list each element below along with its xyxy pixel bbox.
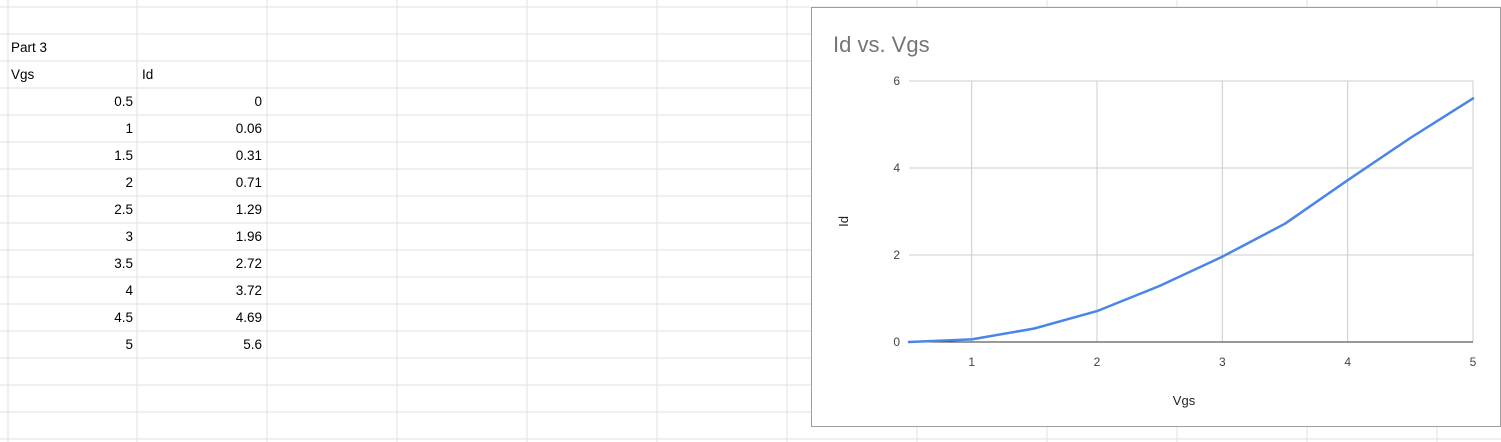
chart-data-point xyxy=(1221,255,1224,258)
chart-data-point xyxy=(1346,178,1349,182)
cell-vgs-value[interactable]: 3 xyxy=(125,229,133,244)
chart-x-tick-label: 4 xyxy=(1344,355,1351,369)
header-vgs[interactable]: Vgs xyxy=(11,67,35,82)
cell-vgs-value[interactable]: 1.5 xyxy=(114,148,133,163)
header-id[interactable]: Id xyxy=(142,67,154,82)
chart-data-point xyxy=(907,340,911,344)
cell-id-value[interactable]: 0 xyxy=(254,94,262,109)
chart-data-point xyxy=(970,338,973,341)
chart-data-point xyxy=(1471,97,1475,100)
chart-y-tick-label: 2 xyxy=(893,248,900,262)
cell-id-value[interactable]: 5.6 xyxy=(243,337,262,352)
cell-vgs-value[interactable]: 4 xyxy=(125,283,133,298)
chart-data-point xyxy=(1409,136,1412,140)
chart-x-axis-label: Vgs xyxy=(1173,393,1196,408)
chart-x-tick-label: 1 xyxy=(968,355,975,369)
chart-x-tick-label: 3 xyxy=(1219,355,1226,369)
chart-data-point xyxy=(1033,327,1036,330)
cell-id-value[interactable]: 0.31 xyxy=(235,148,262,163)
cell-vgs-value[interactable]: 4.5 xyxy=(114,310,133,325)
cell-vgs-value[interactable]: 2 xyxy=(125,175,133,190)
chart-data-point xyxy=(1095,309,1099,313)
cell-part-label[interactable]: Part 3 xyxy=(11,40,48,55)
chart-data-point xyxy=(1158,284,1161,288)
cell-id-value[interactable]: 1.96 xyxy=(235,229,262,244)
chart-x-tick-label: 5 xyxy=(1470,355,1477,369)
chart-title: Id vs. Vgs xyxy=(833,32,930,57)
cell-id-value[interactable]: 1.29 xyxy=(235,202,262,217)
cell-vgs-value[interactable]: 2.5 xyxy=(114,202,133,217)
cell-vgs-value[interactable]: 3.5 xyxy=(114,256,133,271)
chart-panel[interactable]: Id vs. Vgs 1 2 3 4 5 0 2 4 6 Vgs Id xyxy=(811,7,1501,427)
cell-vgs-value[interactable]: 1 xyxy=(125,121,133,136)
chart-data-point xyxy=(1283,222,1287,225)
chart-y-tick-label: 0 xyxy=(893,335,900,349)
cell-id-value[interactable]: 0.71 xyxy=(235,175,262,190)
chart-series-line xyxy=(907,97,1475,344)
chart-plot: 1 2 3 4 5 0 2 4 6 Vgs Id xyxy=(836,74,1477,408)
chart-y-axis-label: Id xyxy=(836,216,851,227)
cell-id-value[interactable]: 2.72 xyxy=(235,256,262,271)
chart-y-tick-label: 6 xyxy=(893,74,900,88)
cell-id-value[interactable]: 4.69 xyxy=(235,310,262,325)
cell-id-value[interactable]: 3.72 xyxy=(235,283,262,298)
chart-y-tick-label: 4 xyxy=(893,161,900,175)
cell-vgs-value[interactable]: 5 xyxy=(125,337,133,352)
chart-x-tick-label: 2 xyxy=(1094,355,1101,369)
cell-vgs-value[interactable]: 0.5 xyxy=(114,94,133,109)
cell-id-value[interactable]: 0.06 xyxy=(235,121,262,136)
